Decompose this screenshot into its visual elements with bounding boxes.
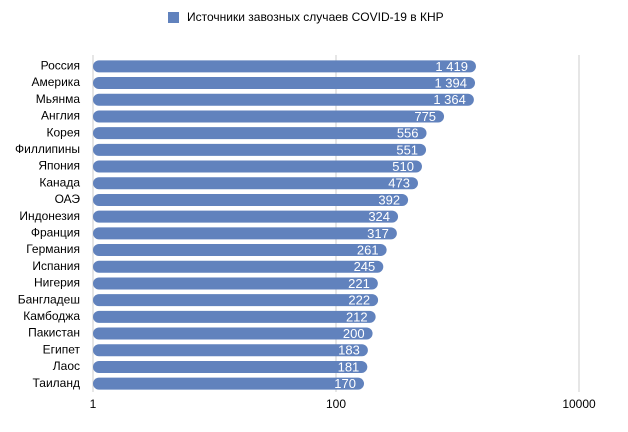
- bar: [93, 244, 387, 257]
- y-tick-label: Канада: [39, 175, 80, 189]
- value-label: 324: [368, 209, 390, 224]
- value-label: 221: [348, 276, 370, 291]
- y-tick-label: Мьянма: [36, 92, 81, 106]
- bar: [93, 110, 445, 123]
- y-tick-label: Америка: [32, 75, 81, 89]
- bar: [93, 327, 373, 340]
- value-label: 1 364: [433, 92, 466, 107]
- y-tick-label: Корея: [46, 125, 80, 139]
- x-tick-label: 100: [326, 397, 346, 411]
- y-tick-label: Пакистан: [28, 326, 80, 340]
- bar: [93, 377, 364, 390]
- y-tick-label: Лаос: [53, 359, 80, 373]
- y-tick-label: Англия: [41, 109, 80, 123]
- value-label: 473: [388, 176, 410, 191]
- value-label: 1 419: [435, 59, 468, 74]
- bar: [93, 60, 476, 73]
- value-label: 551: [396, 142, 418, 157]
- value-label: 183: [338, 343, 360, 358]
- legend-label: Источники завозных случаев COVID-19 в КН…: [187, 10, 444, 24]
- y-tick-label: Германия: [26, 242, 80, 256]
- y-tick-label: Филлипины: [15, 142, 80, 156]
- y-tick-label: Таиланд: [33, 376, 80, 390]
- y-tick-label: Япония: [38, 159, 80, 173]
- y-tick-label: Камбоджа: [23, 309, 80, 323]
- bar: [93, 143, 427, 156]
- bar: [93, 360, 368, 373]
- y-tick-label: Франция: [31, 226, 80, 240]
- value-label: 212: [346, 309, 368, 324]
- value-label: 1 394: [434, 75, 467, 90]
- bar: [93, 177, 418, 190]
- value-label: 200: [343, 326, 365, 341]
- value-label: 317: [367, 226, 389, 241]
- bar: [93, 127, 427, 140]
- y-tick-label: Россия: [41, 59, 80, 73]
- value-label: 245: [354, 259, 376, 274]
- x-tick-label: 1: [90, 397, 97, 411]
- y-tick-label: Бангладеш: [18, 292, 80, 306]
- y-tick-label: ОАЭ: [55, 192, 81, 206]
- bar: [93, 210, 399, 223]
- bar: [93, 294, 379, 307]
- y-tick-label: Испания: [32, 259, 80, 273]
- y-tick-label: Нигерия: [34, 276, 80, 290]
- legend-swatch: [168, 12, 179, 23]
- bar: [93, 93, 474, 106]
- value-label: 510: [392, 159, 414, 174]
- value-label: 261: [357, 242, 379, 257]
- bar: [93, 310, 376, 323]
- value-label: 222: [348, 293, 370, 308]
- x-tick-label: 10000: [562, 397, 596, 411]
- value-label: 392: [378, 192, 400, 207]
- bar: [93, 77, 476, 90]
- bar: [93, 193, 409, 206]
- bar: [93, 227, 397, 240]
- y-tick-label: Египет: [43, 342, 81, 356]
- y-tick-label: Индонезия: [19, 209, 80, 223]
- bar: [93, 260, 384, 273]
- bar: [93, 344, 368, 357]
- bar: [93, 160, 422, 173]
- bar: [93, 277, 378, 290]
- value-label: 556: [397, 126, 419, 141]
- value-label: 181: [338, 359, 360, 374]
- value-label: 775: [414, 109, 436, 124]
- value-label: 170: [334, 376, 356, 391]
